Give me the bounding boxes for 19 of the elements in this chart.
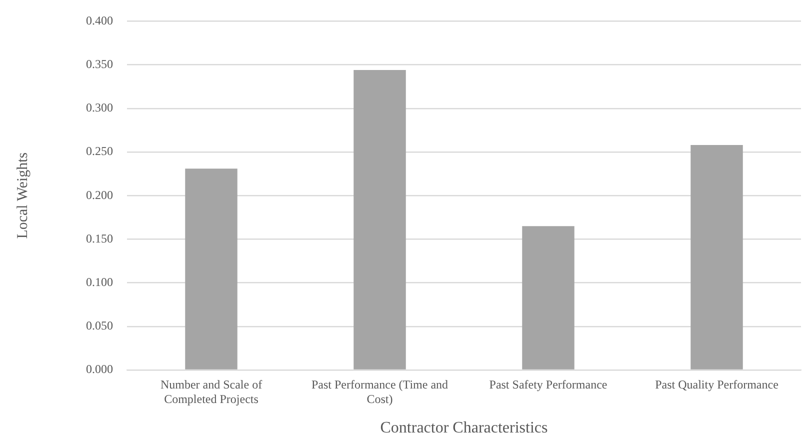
x-tick-label: Number and Scale of Completed Projects <box>160 377 262 406</box>
bar <box>690 145 743 370</box>
bar <box>522 226 574 370</box>
x-tick-label: Past Safety Performance <box>489 377 608 392</box>
y-tick-label: 0.200 <box>86 188 113 202</box>
y-tick-label: 0.300 <box>86 100 113 115</box>
y-axis-title: Local Weights <box>14 152 31 239</box>
y-tick-label: 0.050 <box>86 318 113 333</box>
y-tick-label: 0.000 <box>86 362 113 376</box>
x-tick-label: Past Performance (Time and Cost) <box>311 377 448 406</box>
y-tick-label: 0.250 <box>86 144 113 158</box>
y-tick-label: 0.400 <box>86 13 113 28</box>
x-axis-title: Contractor Characteristics <box>380 420 548 437</box>
y-tick-label: 0.350 <box>86 56 113 71</box>
x-tick-label: Past Quality Performance <box>655 377 778 392</box>
y-tick-label: 0.150 <box>86 231 113 246</box>
y-tick-label: 0.100 <box>86 274 113 289</box>
bar <box>185 168 238 370</box>
bar <box>354 70 406 370</box>
